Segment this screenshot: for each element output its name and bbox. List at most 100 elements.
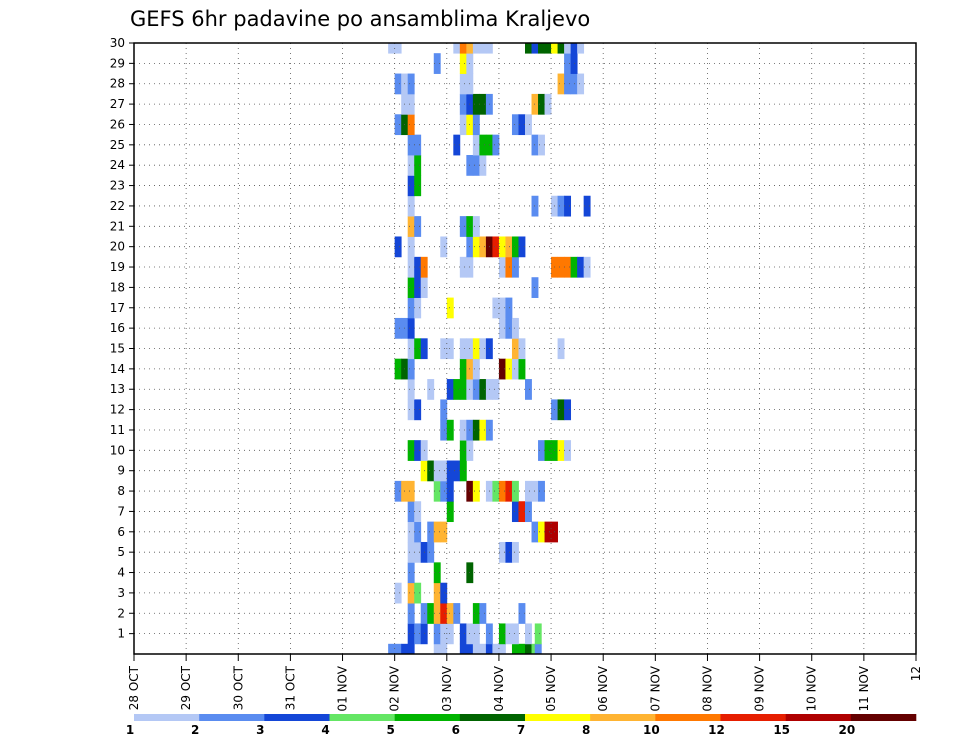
heatmap-cell — [427, 541, 435, 563]
heatmap-cell — [472, 155, 480, 176]
heatmap-cell — [407, 643, 415, 655]
heatmap-cell — [505, 623, 513, 645]
x-tick-label: 29 OCT — [179, 665, 193, 710]
heatmap-cell — [446, 480, 454, 502]
heatmap-cell — [433, 480, 441, 502]
heatmap-cell — [407, 623, 415, 645]
heatmap-cell — [498, 358, 506, 380]
heatmap-cell — [479, 236, 487, 258]
heatmap-cell — [388, 643, 396, 655]
heatmap-cell — [440, 480, 448, 502]
heatmap-cell — [534, 623, 542, 645]
heatmap-cell — [525, 43, 532, 54]
heatmap-cell — [440, 399, 448, 421]
heatmap-cell — [472, 216, 480, 237]
heatmap-cell — [525, 623, 532, 645]
heatmap-cell — [407, 216, 415, 237]
y-tick-label: 19 — [110, 260, 125, 274]
heatmap-cell — [505, 297, 513, 319]
heatmap-cell — [557, 440, 565, 461]
heatmap-cell — [446, 297, 454, 319]
y-tick-label: 6 — [117, 525, 125, 539]
heatmap-cell — [472, 623, 480, 645]
heatmap-cell — [446, 419, 454, 441]
y-tick-label: 20 — [110, 240, 125, 254]
x-tick-label: 05 NOV — [544, 665, 558, 711]
x-tick-label: 06 NOV — [596, 665, 610, 711]
heatmap-cell — [440, 623, 448, 645]
heatmap-cell — [518, 358, 526, 380]
heatmap-cell — [479, 134, 487, 156]
heatmap-cell — [518, 236, 526, 258]
heatmap-cell — [511, 256, 519, 278]
heatmap-cell — [479, 43, 487, 54]
heatmap-cell — [459, 643, 467, 655]
heatmap-cell — [511, 338, 519, 360]
heatmap-cell — [453, 134, 461, 156]
x-tick-label: 03 NOV — [440, 665, 454, 711]
heatmap-cell — [511, 358, 519, 380]
heatmap-cell — [577, 43, 585, 54]
heatmap-cell — [498, 623, 506, 645]
heatmap-cell — [407, 379, 415, 400]
heatmap-cell — [407, 358, 415, 380]
heatmap-cell — [453, 43, 461, 54]
heatmap-cell — [459, 216, 467, 237]
heatmap-cell — [531, 43, 539, 54]
heatmap-cell — [414, 541, 422, 563]
heatmap-cell — [394, 236, 402, 258]
heatmap-cell — [446, 501, 454, 523]
y-tick-label: 16 — [110, 321, 125, 335]
heatmap-cell — [479, 603, 487, 624]
legend-label: 2 — [191, 723, 199, 737]
heatmap-cell — [459, 440, 467, 461]
legend-label: 1 — [126, 723, 134, 737]
heatmap-cell — [414, 155, 422, 176]
x-tick-label: 07 NOV — [648, 665, 662, 711]
legend-swatch — [199, 714, 265, 721]
heatmap-cell — [518, 338, 526, 360]
heatmap-cell — [466, 43, 474, 54]
x-tick-label: 12 — [909, 666, 923, 681]
heatmap-cell — [459, 43, 467, 54]
heatmap-cell — [472, 134, 480, 156]
heatmap-cell — [492, 236, 500, 258]
legend-swatch — [459, 714, 526, 721]
heatmap-cell — [446, 338, 454, 360]
heatmap-cell — [446, 379, 454, 400]
heatmap-cell — [538, 93, 545, 115]
heatmap-cell — [459, 73, 467, 95]
heatmap-cell — [518, 501, 526, 523]
heatmap-cell — [505, 541, 513, 563]
heatmap-cell — [538, 134, 545, 156]
legend-label: 15 — [773, 723, 790, 737]
legend-label: 8 — [582, 723, 590, 737]
heatmap-cell — [557, 43, 565, 54]
heatmap-cell — [544, 93, 552, 115]
heatmap-cell — [414, 297, 422, 319]
heatmap-cell — [518, 603, 526, 624]
heatmap-cell — [472, 114, 480, 136]
heatmap-cell — [492, 643, 500, 655]
y-tick-label: 17 — [110, 301, 125, 315]
heatmap-cell — [479, 155, 487, 176]
heatmap-cell — [472, 358, 480, 380]
heatmap-cell — [407, 440, 415, 461]
legend-swatch — [785, 714, 852, 721]
x-tick-label: 09 NOV — [753, 665, 767, 711]
heatmap-cell — [446, 460, 454, 482]
heatmap-cell — [440, 419, 448, 441]
heatmap-cell — [407, 562, 415, 584]
heatmap-cell — [433, 53, 441, 74]
heatmap-cell — [453, 379, 461, 400]
heatmap-cell — [505, 236, 513, 258]
heatmap-cell — [407, 317, 415, 339]
heatmap-cell — [472, 480, 480, 502]
heatmap-cell — [485, 43, 493, 54]
heatmap-cell — [511, 501, 519, 523]
y-tick-label: 12 — [110, 403, 125, 417]
heatmap-cell — [479, 93, 487, 115]
heatmap-cell — [544, 43, 552, 54]
legend-label: 12 — [708, 723, 725, 737]
y-tick-label: 30 — [110, 36, 125, 50]
